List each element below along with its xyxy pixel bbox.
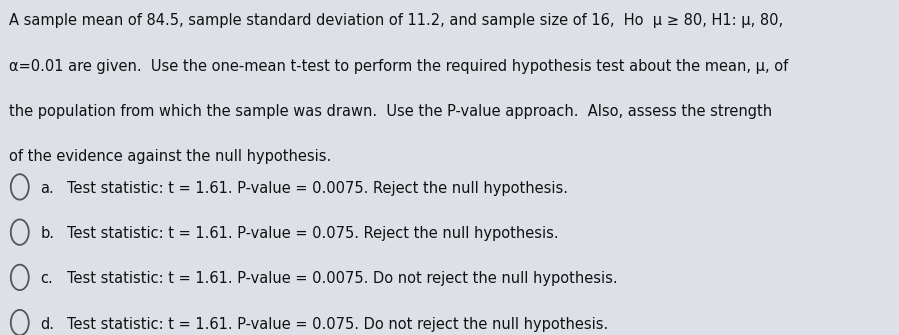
Text: d.: d. bbox=[40, 317, 55, 332]
Text: Test statistic: t = 1.61. P-value = 0.0075. Do not reject the null hypothesis.: Test statistic: t = 1.61. P-value = 0.00… bbox=[67, 271, 618, 286]
Text: of the evidence against the null hypothesis.: of the evidence against the null hypothe… bbox=[9, 149, 331, 164]
Text: α=0.01 are given.  Use the one-mean t-test to perform the required hypothesis te: α=0.01 are given. Use the one-mean t-tes… bbox=[9, 59, 788, 74]
Text: Test statistic: t = 1.61. P-value = 0.075. Reject the null hypothesis.: Test statistic: t = 1.61. P-value = 0.07… bbox=[67, 226, 559, 241]
Text: the population from which the sample was drawn.  Use the P-value approach.  Also: the population from which the sample was… bbox=[9, 104, 772, 119]
Text: A sample mean of 84.5, sample standard deviation of 11.2, and sample size of 16,: A sample mean of 84.5, sample standard d… bbox=[9, 13, 783, 28]
Text: Test statistic: t = 1.61. P-value = 0.0075. Reject the null hypothesis.: Test statistic: t = 1.61. P-value = 0.00… bbox=[67, 181, 568, 196]
Text: b.: b. bbox=[40, 226, 55, 241]
Text: a.: a. bbox=[40, 181, 54, 196]
Text: Test statistic: t = 1.61. P-value = 0.075. Do not reject the null hypothesis.: Test statistic: t = 1.61. P-value = 0.07… bbox=[67, 317, 609, 332]
Text: c.: c. bbox=[40, 271, 53, 286]
